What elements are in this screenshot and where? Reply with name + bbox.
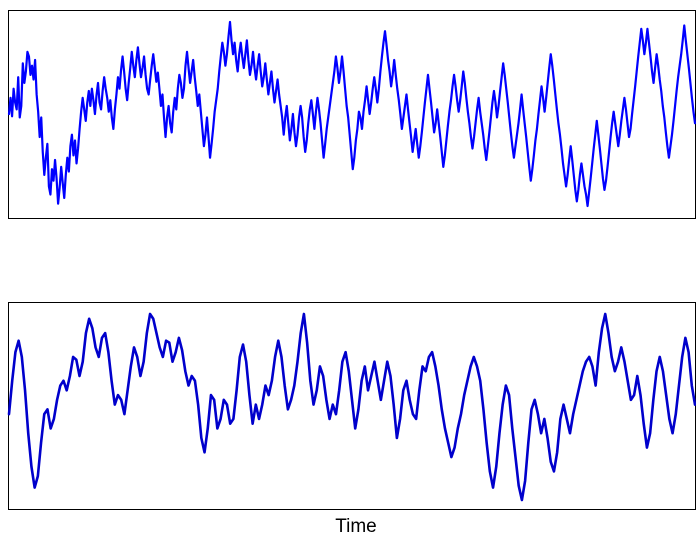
top-panel	[7, 10, 696, 219]
bottom-signal-line	[7, 312, 696, 502]
top-signal-line	[7, 20, 696, 208]
x-axis-label: Time	[335, 516, 377, 536]
bottom-panel	[7, 302, 696, 510]
top-plot-frame	[8, 10, 696, 219]
